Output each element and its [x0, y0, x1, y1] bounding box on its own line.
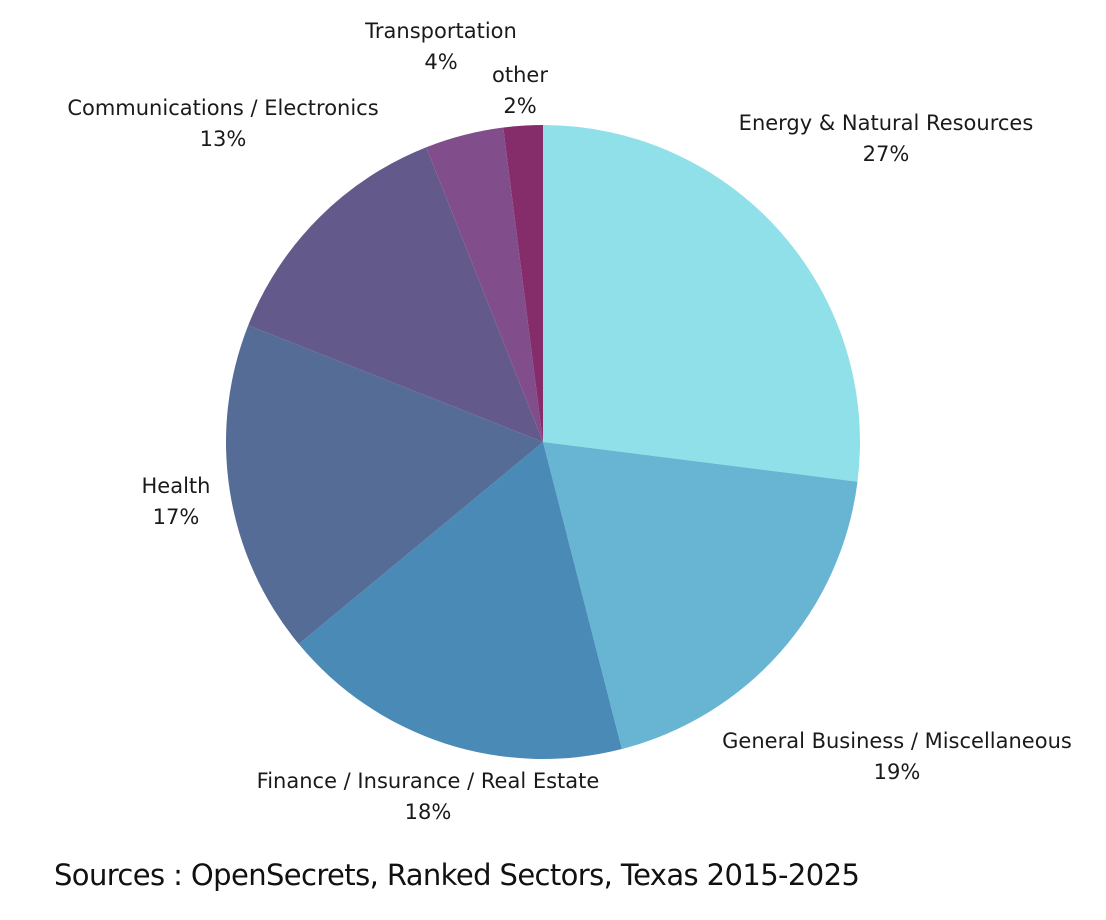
pie-slice-transportation — [426, 127, 543, 442]
slice-label-health: Health — [142, 474, 211, 498]
slice-label-other: other — [492, 63, 548, 87]
slice-value-health: 17% — [153, 505, 200, 529]
slice-label-finance-insurance-real-estate: Finance / Insurance / Real Estate — [257, 769, 600, 793]
pie-labels: Energy & Natural Resources 27% General Bus… — [67, 19, 1072, 824]
pie-slice-communications-electronics — [248, 147, 543, 442]
pie-slice-health — [226, 325, 543, 645]
pie-slices — [226, 125, 860, 759]
slice-label-transportation: Transportation — [364, 19, 517, 43]
slice-value-finance-insurance-real-estate: 18% — [405, 800, 452, 824]
slice-label-communications-electronics: Communications / Electronics — [67, 96, 378, 120]
pie-slice-other — [503, 125, 543, 442]
slice-value-other: 2% — [503, 94, 536, 118]
pie-slice-energy-natural-resources — [543, 125, 860, 482]
slice-value-communications-electronics: 13% — [200, 127, 247, 151]
slice-label-energy-natural-resources: Energy & Natural Resources — [739, 111, 1034, 135]
pie-slice-finance-insurance-real-estate — [298, 442, 622, 759]
slice-value-energy-natural-resources: 27% — [863, 142, 910, 166]
source-caption: Sources : OpenSecrets, Ranked Sectors, T… — [54, 858, 860, 892]
slice-label-general-business-miscellaneous: General Business / Miscellaneous — [722, 729, 1072, 753]
slice-value-transportation: 4% — [424, 50, 457, 74]
slice-value-general-business-miscellaneous: 19% — [874, 760, 921, 784]
pie-slice-general-business-miscellaneous — [543, 442, 858, 750]
